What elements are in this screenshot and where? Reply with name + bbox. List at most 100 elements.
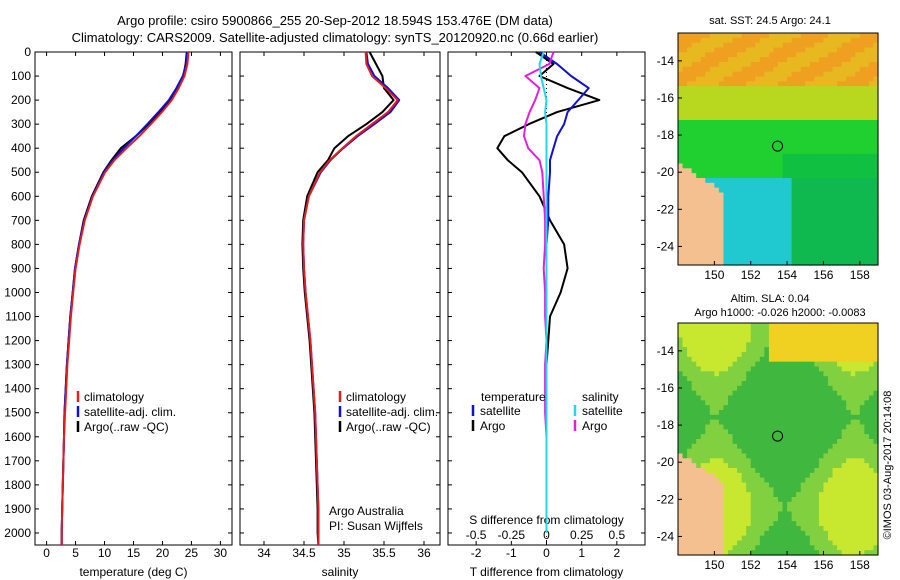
map-cell xyxy=(809,231,815,237)
map-cell xyxy=(850,153,856,160)
map-cell xyxy=(696,501,702,508)
map-cell xyxy=(782,260,788,266)
map-cell xyxy=(841,250,847,256)
map-cell xyxy=(841,57,847,63)
map-cell xyxy=(818,76,825,82)
map-cell xyxy=(782,405,788,411)
map-cell xyxy=(750,395,756,401)
map-cell xyxy=(737,129,743,136)
x-axis-label: salinity xyxy=(322,565,359,579)
map-cell xyxy=(855,110,861,116)
map-cell xyxy=(714,134,720,140)
map-cell xyxy=(696,115,702,121)
map-cell xyxy=(768,120,775,126)
map-cell xyxy=(682,71,688,78)
map-cell xyxy=(855,434,861,440)
map-cell xyxy=(705,149,711,155)
map-cell xyxy=(818,202,825,208)
map-cell xyxy=(700,163,706,169)
map-cell xyxy=(837,410,843,416)
map-cell xyxy=(832,139,838,145)
map-cell xyxy=(732,76,738,82)
map-cell xyxy=(750,86,756,92)
map-cell xyxy=(796,497,802,503)
map-cell xyxy=(868,42,875,49)
map-cell xyxy=(846,168,852,174)
map-cell xyxy=(828,250,834,256)
map-cell xyxy=(764,390,770,397)
map-cell xyxy=(700,211,706,218)
map-cell xyxy=(718,439,725,445)
map-cell xyxy=(705,182,711,189)
map-cell xyxy=(741,497,747,503)
map-cell xyxy=(687,506,693,513)
map-cell xyxy=(737,139,743,145)
map-cell xyxy=(855,236,861,242)
map-cell xyxy=(723,202,729,208)
map-cell xyxy=(800,129,806,136)
map-cell xyxy=(687,33,693,39)
map-cell xyxy=(728,120,734,126)
map-cell xyxy=(864,91,870,97)
map-cell xyxy=(741,202,747,208)
map-cell xyxy=(800,192,806,198)
map-cell xyxy=(709,390,715,397)
x-tick-label: 30 xyxy=(214,546,228,560)
map-cell xyxy=(682,192,688,198)
map-cell xyxy=(800,458,806,464)
map-cell xyxy=(773,453,779,459)
map-cell xyxy=(750,419,756,426)
map-cell xyxy=(809,129,815,136)
map-cell xyxy=(709,52,715,58)
map-cell xyxy=(687,66,693,73)
map-cell xyxy=(837,202,843,208)
map-cell xyxy=(764,134,770,140)
map-cell xyxy=(832,535,838,542)
map-cell xyxy=(764,100,770,107)
map-cell xyxy=(778,463,784,469)
map-cell xyxy=(773,62,779,68)
map-cell xyxy=(850,105,856,111)
map-cell xyxy=(768,202,775,208)
map-cell xyxy=(764,511,770,517)
map-cell xyxy=(873,356,879,363)
map-cell xyxy=(805,255,811,261)
map-cell xyxy=(791,521,797,527)
map-cell xyxy=(687,81,693,87)
map-cell xyxy=(750,482,756,488)
map-cell xyxy=(841,414,847,421)
map-cell xyxy=(682,390,688,397)
map-cell xyxy=(850,187,856,194)
map-cell xyxy=(687,530,693,537)
map-cell xyxy=(800,550,806,556)
map-cell xyxy=(787,361,793,368)
map-cell xyxy=(750,216,756,223)
map-cell xyxy=(800,390,806,397)
map-cell xyxy=(868,448,875,455)
map-cell xyxy=(787,501,793,508)
map-cell xyxy=(818,414,825,421)
map-cell xyxy=(818,419,825,426)
map-cell xyxy=(805,120,811,126)
map-cell xyxy=(841,356,847,363)
map-cell xyxy=(800,100,806,107)
map-cell xyxy=(823,458,829,464)
map-cell xyxy=(868,506,875,513)
map-cell xyxy=(764,163,770,169)
map-cell xyxy=(818,535,825,542)
map-cell xyxy=(741,410,747,416)
map-cell xyxy=(723,168,729,174)
map-cell xyxy=(832,472,838,479)
map-cell xyxy=(687,245,693,252)
map-cell xyxy=(750,492,756,498)
map-cell xyxy=(782,144,788,150)
map-cell xyxy=(728,33,734,39)
map-cell xyxy=(691,535,697,542)
map-cell xyxy=(682,366,688,372)
map-cell xyxy=(873,472,879,479)
s-difference-tick-label: 0.5 xyxy=(609,528,626,542)
map-cell xyxy=(814,327,820,334)
map-cell xyxy=(691,182,697,189)
map-cell xyxy=(718,400,725,406)
map-cell xyxy=(800,361,806,368)
